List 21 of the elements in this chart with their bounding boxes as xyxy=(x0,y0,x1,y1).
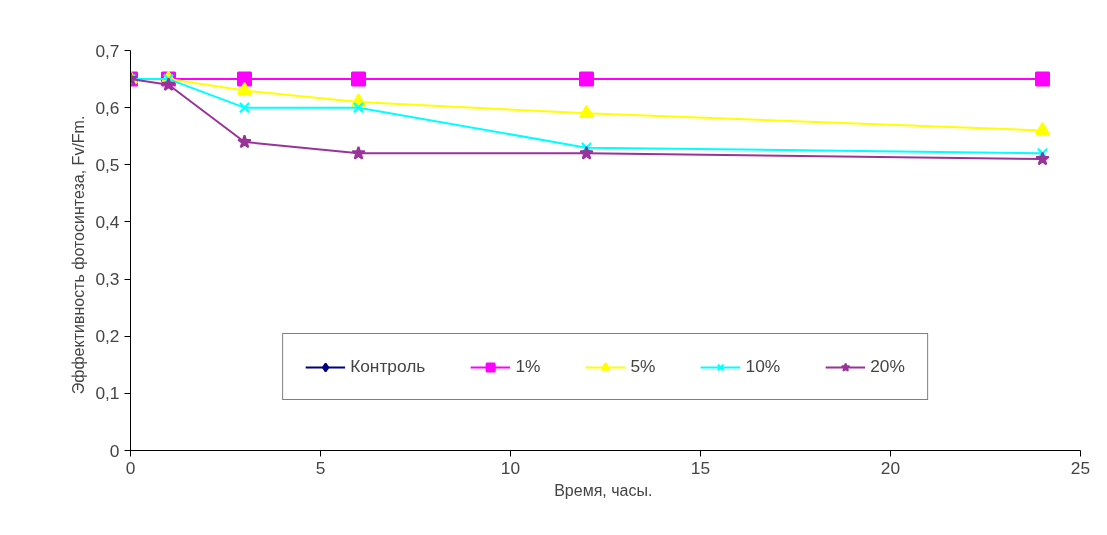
x-tick-label: 5 xyxy=(315,457,326,478)
x-tick-label: 20 xyxy=(880,457,901,478)
legend-label: Контроль xyxy=(350,356,426,377)
y-tick-label: 0 xyxy=(109,440,120,461)
legend-label: 20% xyxy=(870,356,905,377)
y-tick-label: 0,5 xyxy=(95,154,120,175)
y-tick-label: 0,4 xyxy=(95,211,120,232)
x-tick-label: 25 xyxy=(1070,457,1091,478)
y-tick-label: 0,7 xyxy=(95,40,120,61)
x-tick-label: 10 xyxy=(500,457,521,478)
legend-label: 5% xyxy=(630,356,656,377)
x-tick-label: 0 xyxy=(125,457,136,478)
y-tick-label: 0,1 xyxy=(95,383,120,404)
legend-label: 10% xyxy=(745,356,781,377)
y-tick-label: 0,3 xyxy=(95,269,120,290)
y-tick-label: 0,6 xyxy=(95,97,120,118)
x-tick-label: 15 xyxy=(690,457,711,478)
x-axis-title: Время, часы. xyxy=(554,481,653,499)
y-axis-title: Эффективность фотосинтеза, Fv/Fm. xyxy=(70,115,88,395)
legend-label: 1% xyxy=(515,356,541,377)
y-tick-label: 0,2 xyxy=(95,326,120,347)
